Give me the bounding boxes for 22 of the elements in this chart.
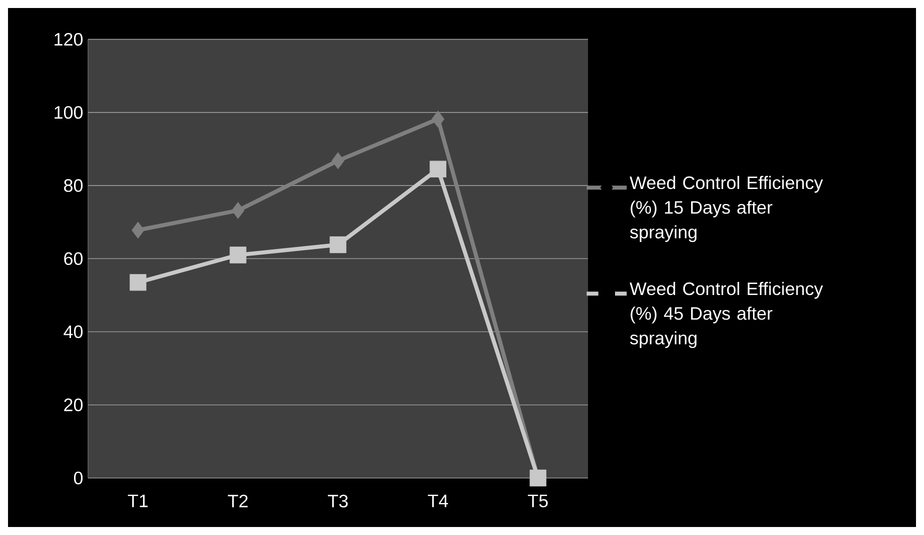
legend-label: Weed Control Efficiency (%) 15 Days after spraying xyxy=(630,176,823,242)
y-tick-label: 80 xyxy=(64,179,83,192)
y-tick-label: 40 xyxy=(64,325,83,338)
x-tick-label: T2 xyxy=(228,494,248,508)
point xyxy=(132,222,144,238)
y-tick-label: 20 xyxy=(64,398,83,412)
x-tick-label: T3 xyxy=(328,494,348,508)
x-tick-label: T5 xyxy=(528,494,548,508)
x-tick-label: T4 xyxy=(428,494,448,508)
y-tick-label: 100 xyxy=(54,106,83,119)
legend-label: Weed Control Efficiency (%) 45 Days after spraying xyxy=(630,282,823,348)
point xyxy=(332,152,344,170)
y-tick-label: 0 xyxy=(74,472,83,484)
point xyxy=(130,274,146,291)
y-tick-label: 60 xyxy=(64,252,83,266)
point xyxy=(432,110,444,128)
point xyxy=(330,236,346,254)
point xyxy=(230,246,246,264)
point xyxy=(430,160,446,178)
point xyxy=(232,202,244,219)
x-tick-label: T1 xyxy=(128,494,148,508)
y-tick-label: 120 xyxy=(54,32,83,46)
